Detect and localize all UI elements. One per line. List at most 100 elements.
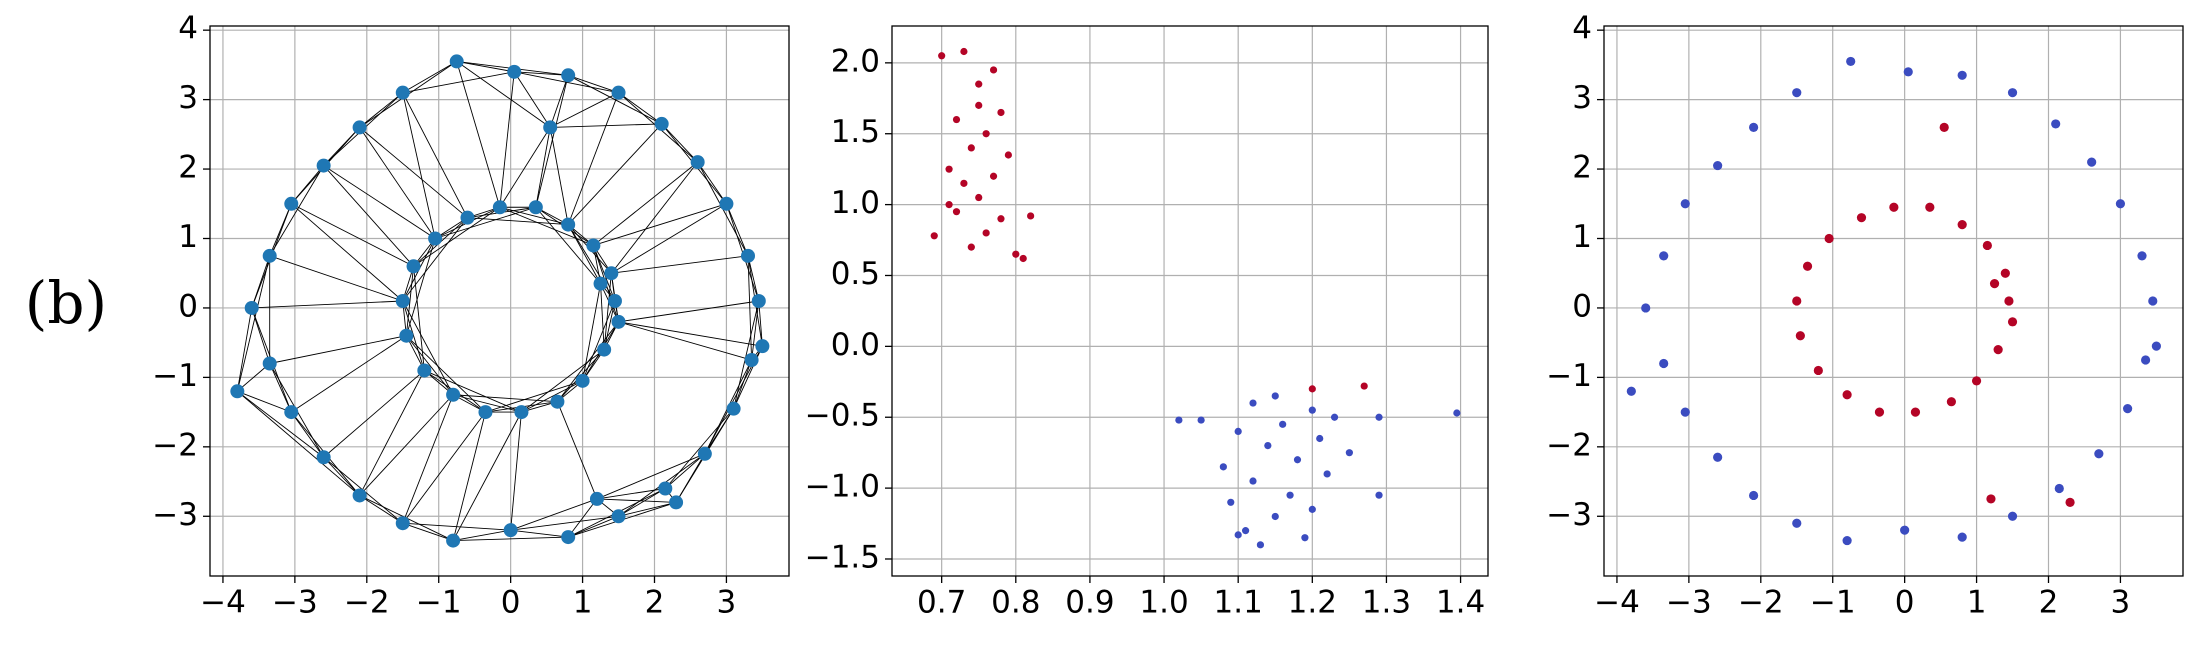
edge — [661, 123, 698, 163]
point — [1792, 88, 1802, 98]
edge — [251, 300, 403, 309]
point — [1241, 527, 1250, 535]
point — [2054, 483, 2064, 494]
edge — [323, 370, 425, 458]
point — [690, 155, 705, 170]
edge — [406, 335, 486, 413]
point — [952, 208, 961, 216]
edge — [596, 488, 666, 500]
edge — [549, 75, 569, 128]
edge — [567, 74, 662, 125]
edge — [600, 283, 605, 350]
point — [460, 210, 475, 225]
edge — [747, 255, 760, 302]
point — [1957, 70, 1967, 80]
point — [1903, 67, 1913, 77]
point — [2000, 268, 2010, 278]
edge — [758, 300, 763, 347]
point — [406, 259, 421, 274]
edge — [290, 203, 404, 302]
y-tick-label: −1 — [1546, 358, 1592, 394]
edge — [237, 390, 324, 458]
edge — [514, 71, 569, 76]
point — [1842, 535, 1852, 546]
edge — [510, 515, 619, 531]
point — [755, 339, 770, 354]
point — [1308, 385, 1316, 393]
edge — [456, 60, 515, 73]
point — [561, 68, 576, 83]
point — [952, 115, 961, 124]
point — [967, 243, 975, 251]
edge — [567, 224, 601, 284]
point — [1989, 279, 2000, 289]
edge — [513, 71, 551, 128]
edge — [359, 127, 468, 219]
edge — [568, 74, 619, 94]
edge — [618, 488, 666, 517]
axes-frame — [1603, 25, 2184, 577]
edge — [611, 203, 727, 274]
edge — [251, 307, 271, 364]
point — [1680, 199, 1690, 209]
edge — [251, 255, 271, 309]
edge — [453, 529, 511, 542]
point — [1308, 406, 1316, 414]
point — [2140, 355, 2151, 365]
edge — [323, 456, 360, 496]
axes-frame — [891, 25, 1489, 577]
edge — [269, 255, 403, 302]
point — [1792, 518, 1802, 528]
edge — [424, 370, 522, 413]
point — [751, 294, 766, 308]
point — [593, 276, 608, 291]
x-tick-label: 1.3 — [1362, 585, 1411, 621]
point — [1360, 382, 1368, 390]
edge — [499, 206, 569, 226]
x-tick-label: −1 — [416, 585, 462, 621]
edge — [549, 127, 569, 225]
point — [1227, 498, 1235, 506]
x-tick-label: 0 — [501, 585, 521, 621]
edge — [359, 495, 404, 524]
point — [575, 373, 590, 388]
point — [1641, 303, 1651, 313]
edge — [535, 75, 569, 208]
edge — [291, 203, 414, 267]
edge — [535, 206, 601, 284]
point — [1900, 525, 1910, 535]
edge — [402, 394, 454, 524]
point — [1713, 160, 1723, 171]
y-tick-label: 3 — [1572, 80, 1592, 116]
edge — [402, 92, 468, 218]
point — [262, 248, 277, 263]
point — [741, 248, 756, 263]
x-tick-label: 3 — [2111, 585, 2131, 621]
edge — [402, 92, 436, 239]
edge — [452, 394, 522, 413]
point — [1993, 345, 2003, 355]
edge — [596, 453, 706, 500]
edge — [402, 71, 515, 94]
x-tick-label: −3 — [272, 585, 318, 621]
point — [2007, 88, 2018, 98]
point — [1957, 532, 1967, 542]
point — [1323, 470, 1331, 478]
point — [449, 54, 464, 69]
y-tick-label: 1.0 — [831, 185, 880, 221]
point — [561, 217, 576, 232]
point — [658, 481, 673, 496]
point — [1802, 261, 1813, 271]
x-tick-label: 1.4 — [1436, 585, 1485, 621]
point — [1256, 541, 1265, 549]
point — [262, 356, 277, 371]
x-tick-label: 1 — [573, 585, 593, 621]
point — [1249, 477, 1257, 485]
x-tick-label: −4 — [1594, 585, 1640, 621]
point — [611, 509, 626, 524]
point — [2007, 317, 2018, 327]
x-tick-label: 0.8 — [991, 585, 1040, 621]
point — [1889, 202, 1899, 212]
point — [1453, 409, 1461, 417]
